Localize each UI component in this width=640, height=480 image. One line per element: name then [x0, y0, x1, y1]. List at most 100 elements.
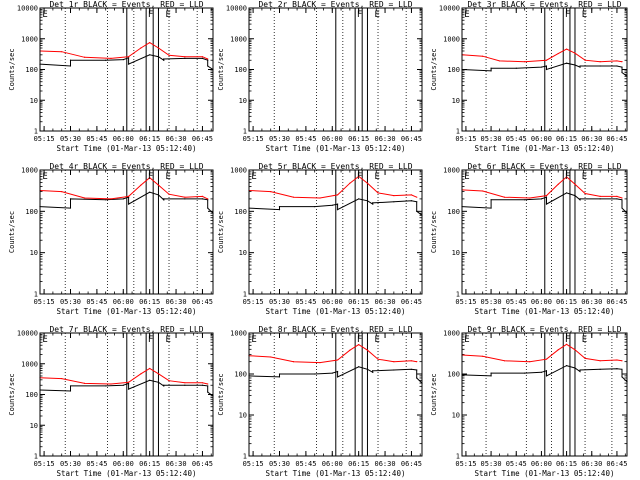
x-tick-label: 06:00	[322, 298, 343, 306]
data-point-events	[579, 370, 581, 373]
data-point-lld	[270, 356, 272, 358]
data-point-events	[69, 207, 72, 209]
flag-label: E	[374, 172, 379, 182]
x-tick-label: 05:45	[506, 460, 527, 468]
data-point-events	[616, 65, 618, 67]
data-point-events	[184, 384, 186, 386]
data-point-lld	[574, 52, 576, 54]
data-point-lld	[524, 61, 526, 63]
y-tick-label: 10000	[439, 5, 460, 13]
plot-frame	[39, 169, 214, 295]
data-point-events	[149, 379, 151, 381]
series-line-events	[461, 62, 628, 77]
data-point-events	[524, 372, 526, 374]
data-point-lld	[565, 176, 568, 178]
data-point-lld	[416, 196, 418, 198]
x-tick-label: 05:15	[34, 460, 55, 468]
data-point-events	[621, 376, 623, 378]
y-tick-label: 100	[447, 371, 460, 379]
plot-title: Det 1r BLACK = Events, RED = LLD	[49, 0, 203, 9]
y-tick-label: 1	[243, 453, 247, 461]
data-point-events	[69, 59, 72, 61]
data-point-events	[163, 58, 165, 60]
y-tick-label: 10	[239, 97, 247, 105]
data-point-events	[393, 201, 395, 203]
data-point-events	[490, 207, 492, 209]
data-point-events	[366, 368, 369, 370]
data-point-events	[579, 369, 581, 371]
y-tick-label: 100	[234, 66, 247, 74]
x-tick-label: 05:15	[243, 298, 264, 306]
data-point-events	[278, 373, 281, 375]
data-point-events	[336, 376, 339, 378]
data-point-events	[314, 373, 316, 375]
data-point-lld	[157, 47, 160, 49]
flag-label: E	[165, 10, 170, 20]
data-point-events	[278, 206, 281, 208]
data-point-events	[490, 375, 492, 377]
data-point-lld	[83, 197, 86, 199]
data-point-lld	[349, 349, 351, 351]
panel-det7r: 1 10 100 1000 10000 05:15 05:30 05:45 06:00 06:15…	[8, 325, 214, 478]
x-tick-label: 05:45	[295, 298, 316, 306]
series-line-lld	[39, 367, 208, 385]
y-tick-label: 10	[30, 422, 38, 430]
data-point-lld	[584, 59, 586, 61]
data-point-lld	[127, 381, 130, 383]
data-point-lld	[366, 182, 369, 184]
data-point-events	[416, 369, 418, 371]
x-tick-label: 05:15	[455, 135, 476, 143]
data-point-lld	[358, 175, 360, 178]
data-point-events	[372, 371, 374, 373]
flag-label: E	[374, 335, 379, 345]
data-point-events	[579, 65, 581, 67]
x-tick-label: 05:15	[34, 298, 55, 306]
y-tick-label: 10000	[17, 5, 38, 13]
data-point-events	[122, 198, 124, 200]
x-tick-label: 05:45	[86, 298, 107, 306]
series-line-lld	[39, 177, 208, 200]
data-point-events	[410, 368, 413, 370]
y-tick-label: 10000	[17, 330, 38, 338]
data-point-events	[490, 199, 492, 201]
data-point-events	[545, 370, 548, 372]
data-point-events	[127, 57, 130, 59]
plot-title: Det 5r BLACK = Events, RED = LLD	[258, 162, 412, 171]
data-point-lld	[616, 60, 618, 62]
data-point-lld	[584, 192, 586, 195]
data-point-lld	[503, 196, 506, 198]
data-point-events	[410, 200, 413, 202]
x-tick-label: 06:15	[139, 135, 160, 143]
x-tick-label: 05:30	[481, 460, 502, 468]
data-point-events	[540, 371, 543, 373]
series-line-lld	[461, 343, 623, 363]
x-tick-label: 06:15	[556, 135, 577, 143]
data-point-lld	[140, 47, 142, 49]
y-tick-label: 1	[243, 128, 247, 136]
x-tick-label: 05:30	[60, 298, 81, 306]
plot-frame	[461, 7, 628, 132]
data-point-events	[207, 59, 209, 61]
plot-title: Det 4r BLACK = Events, RED = LLD	[49, 162, 203, 171]
series-line-lld	[461, 48, 623, 63]
data-point-events	[358, 198, 360, 200]
x-tick-label: 05:30	[60, 135, 81, 143]
panel-det1r: 1 10 100 1000 10000 05:15 05:30 05:45 06:00 06:15…	[8, 0, 214, 153]
x-tick-label: 05:15	[243, 135, 264, 143]
x-tick-label: 06:15	[348, 460, 369, 468]
data-point-lld	[358, 344, 360, 346]
x-tick-label: 06:45	[401, 298, 422, 306]
plot-title: Det 9r BLACK = Events, RED = LLD	[467, 325, 621, 334]
data-point-lld	[377, 358, 379, 360]
data-point-events	[366, 200, 369, 202]
data-point-events	[314, 206, 316, 208]
data-point-events	[372, 370, 374, 372]
flag-label: E	[374, 10, 379, 20]
flag-label: E	[251, 172, 256, 182]
x-axis-label: Start Time (01-Mar-13 05:12:40)	[57, 469, 197, 478]
x-tick-label: 06:30	[375, 135, 396, 143]
flag-label: E	[42, 172, 47, 182]
data-point-lld	[61, 51, 63, 53]
